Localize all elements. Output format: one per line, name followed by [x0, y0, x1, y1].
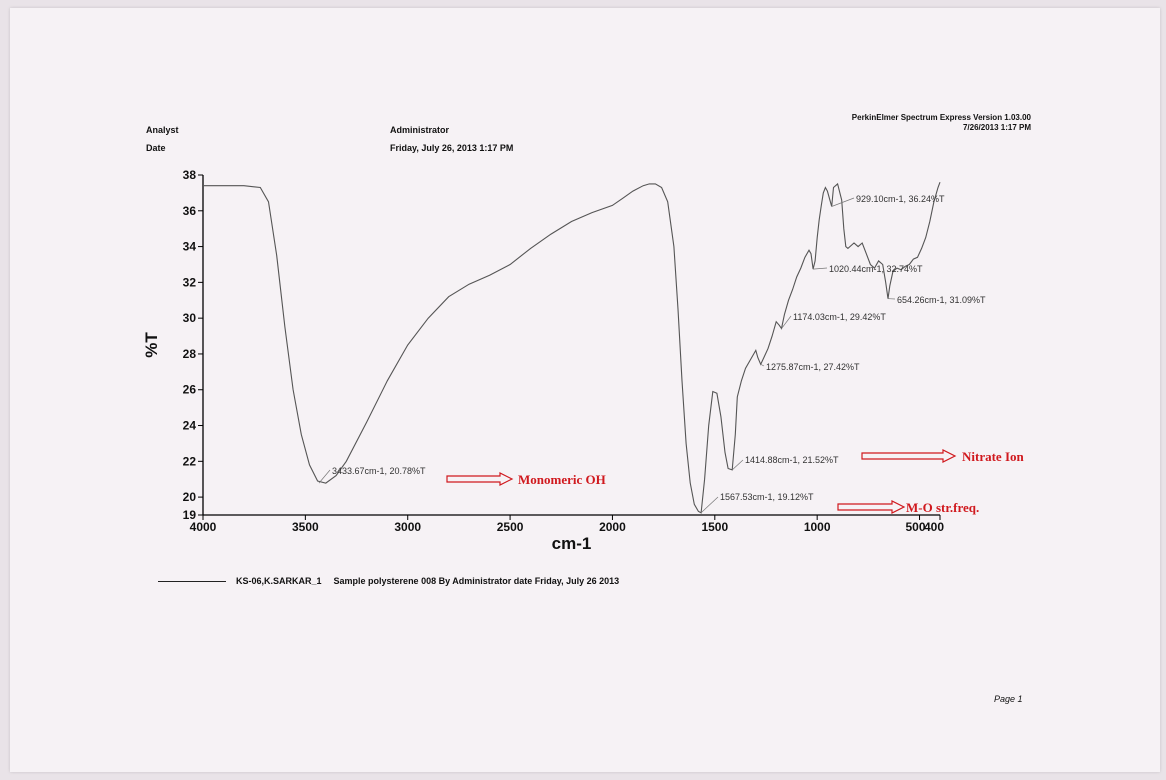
- peak-label: 1567.53cm-1, 19.12%T: [720, 492, 814, 502]
- software-version: PerkinElmer Spectrum Express Version 1.0…: [851, 113, 1031, 122]
- date-label: Date: [146, 143, 166, 153]
- software-date: 7/26/2013 1:17 PM: [962, 123, 1031, 132]
- peak-label: 1174.03cm-1, 29.42%T: [793, 312, 886, 322]
- peak-label: 1275.87cm-1, 27.42%T: [766, 362, 860, 372]
- y-tick-label: 36: [183, 204, 197, 218]
- x-tick-label: 3500: [292, 520, 319, 534]
- y-tick-label: 19: [183, 508, 197, 522]
- peak-label: 1414.88cm-1, 21.52%T: [745, 455, 839, 465]
- mo-str-freq-arrow: [837, 500, 906, 514]
- peak-label: 3433.67cm-1, 20.78%T: [332, 466, 426, 476]
- peak-leader-line: [781, 315, 792, 329]
- y-tick-label: 22: [183, 454, 197, 468]
- peak-label: 654.26cm-1, 31.09%T: [897, 295, 986, 305]
- peak-leader-line: [700, 496, 719, 514]
- peak-leader-line: [731, 459, 744, 471]
- annotation-label: M-O str.freq.: [906, 500, 979, 515]
- y-tick-label: 28: [183, 347, 197, 361]
- legend-line-swatch: [158, 580, 226, 582]
- page-number: Page 1: [994, 694, 1023, 704]
- x-tick-label: 400: [924, 520, 944, 534]
- date-value: Friday, July 26, 2013 1:17 PM: [390, 143, 514, 153]
- x-tick-label: 1500: [701, 520, 728, 534]
- y-tick-label: 30: [183, 311, 197, 325]
- software-info: PerkinElmer Spectrum Express Version 1.0…: [852, 113, 1031, 133]
- legend-series-name: KS-06,K.SARKAR_1: [236, 576, 322, 586]
- y-tick-label: 24: [183, 419, 197, 433]
- chart-legend: KS-06,K.SARKAR_1 Sample polysterene 008 …: [158, 576, 619, 586]
- legend-description: Sample polysterene 008 By Administrator …: [333, 576, 620, 586]
- x-tick-label: 500: [905, 520, 925, 534]
- annotation-label: Monomeric OH: [518, 472, 606, 487]
- spectrum-series-line: [203, 182, 941, 514]
- peak-label: 1020.44cm-1, 32.74%T: [829, 264, 923, 274]
- nitrate-ion-arrow: [861, 449, 957, 463]
- analyst-label: Analyst: [146, 125, 179, 135]
- x-tick-label: 2000: [599, 520, 626, 534]
- y-tick-label: 20: [183, 490, 197, 504]
- x-tick-label: 3000: [394, 520, 421, 534]
- peak-leader-line: [812, 267, 828, 270]
- x-tick-label: 2500: [497, 520, 524, 534]
- peak-label: 929.10cm-1, 36.24%T: [856, 194, 945, 204]
- x-tick-label: 4000: [190, 520, 217, 534]
- y-tick-label: 26: [183, 383, 197, 397]
- y-tick-label: 32: [183, 275, 197, 289]
- y-tick-label: 34: [183, 240, 197, 254]
- monomeric-oh-arrow: [446, 472, 514, 486]
- x-tick-label: 1000: [804, 520, 831, 534]
- analyst-value: Administrator: [390, 125, 450, 135]
- peak-leader-line: [760, 364, 765, 367]
- annotation-label: Nitrate Ion: [962, 449, 1025, 464]
- y-tick-label: 38: [183, 168, 197, 182]
- y-axis-label: %T: [142, 332, 161, 358]
- x-axis-label: cm-1: [552, 534, 592, 553]
- peak-leader-line: [831, 197, 855, 207]
- peak-leader-line: [318, 469, 331, 484]
